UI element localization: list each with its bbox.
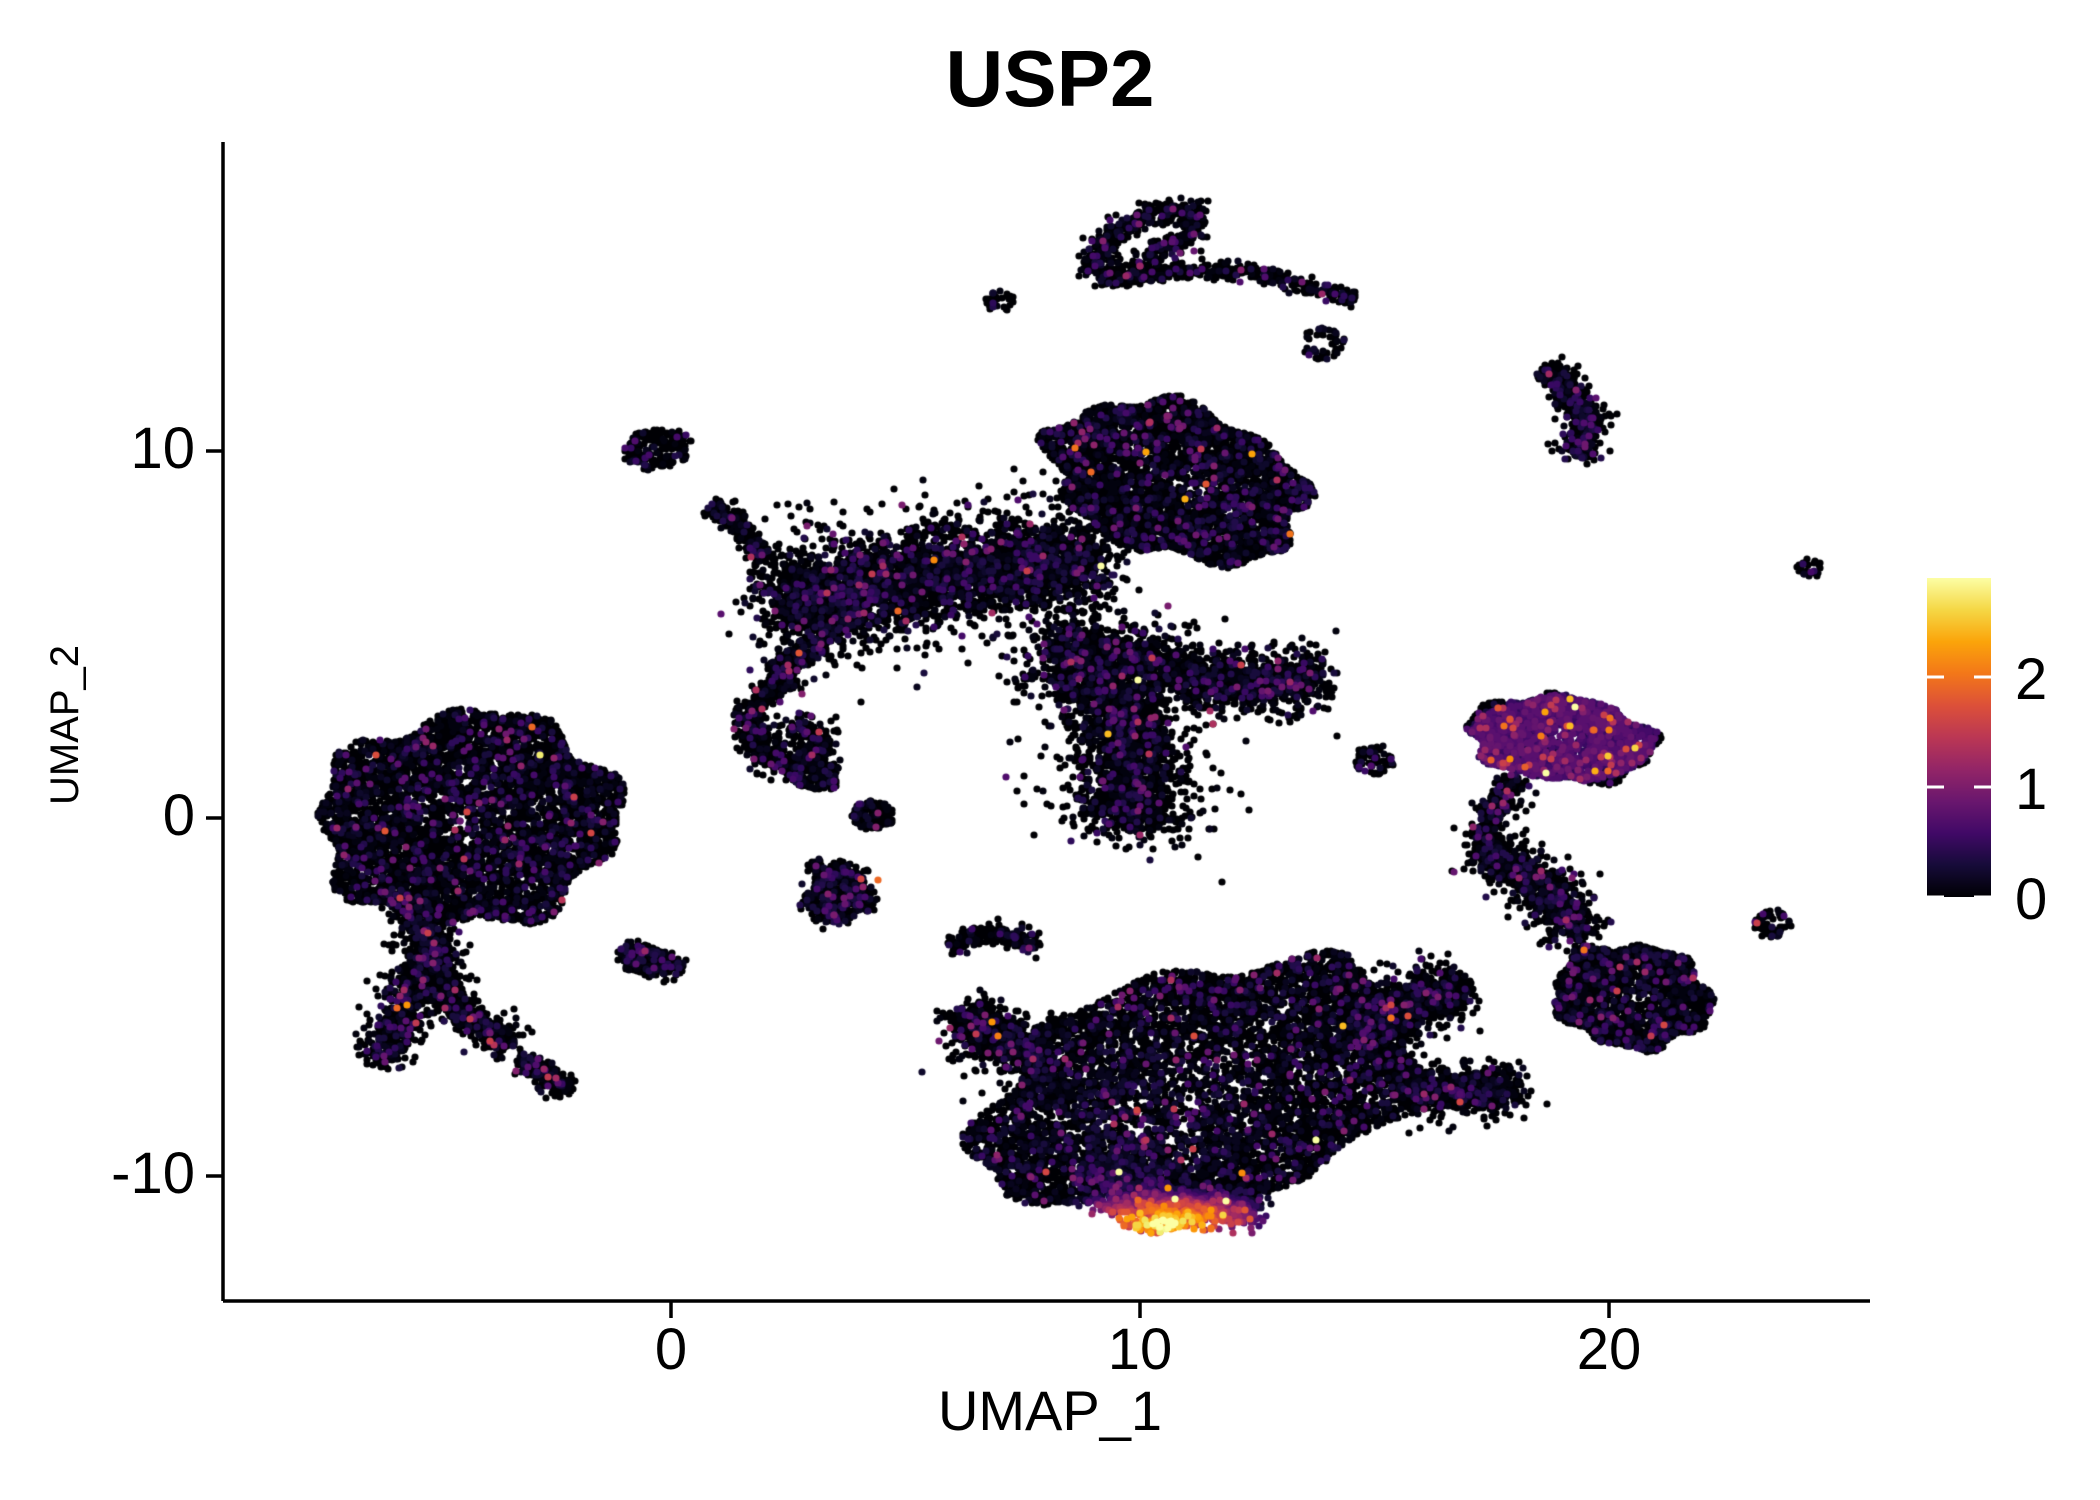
svg-text:10: 10 — [130, 416, 195, 481]
svg-text:2: 2 — [2015, 647, 2047, 712]
svg-text:1: 1 — [2015, 757, 2047, 822]
svg-text:10: 10 — [1108, 1317, 1173, 1382]
svg-text:0: 0 — [2015, 867, 2047, 932]
svg-text:20: 20 — [1577, 1317, 1642, 1382]
svg-text:0: 0 — [655, 1317, 687, 1382]
svg-text:-10: -10 — [111, 1141, 195, 1206]
svg-text:0: 0 — [163, 783, 195, 848]
